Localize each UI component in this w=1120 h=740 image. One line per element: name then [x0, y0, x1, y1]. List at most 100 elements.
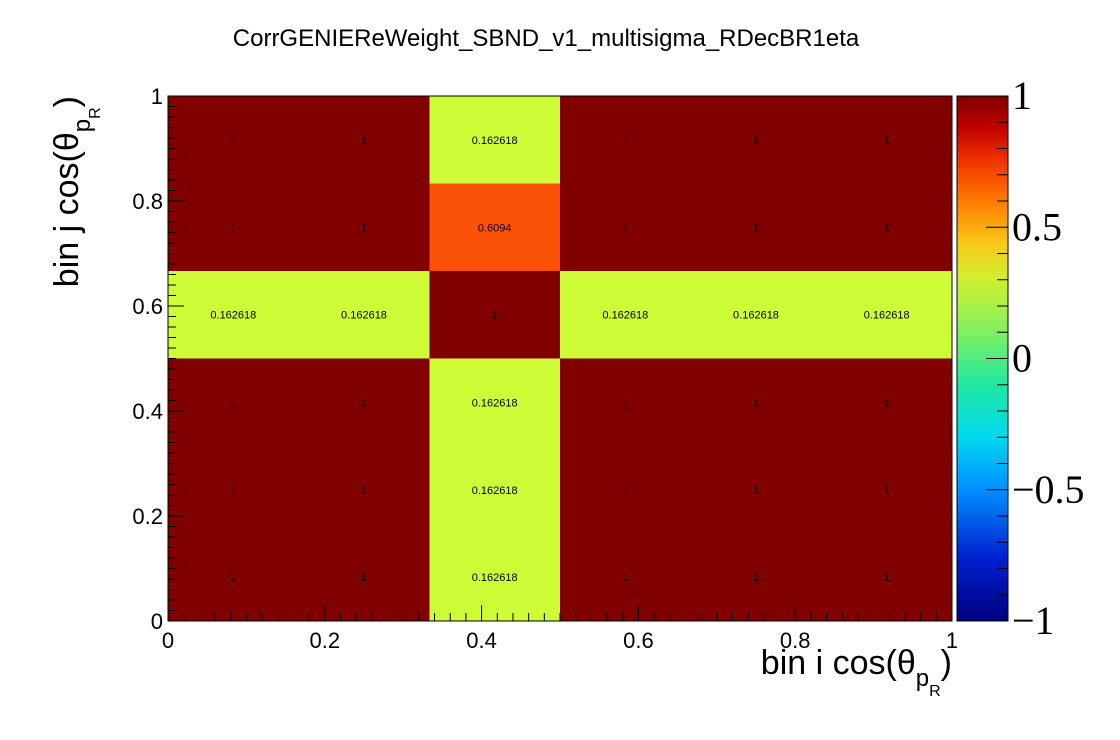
cell-value-label: 1 [884, 572, 890, 584]
y-tick-label: 0.6 [132, 294, 163, 319]
y-axis: 0 0.2 0.4 0.6 0.8 1 [132, 84, 184, 634]
heatmap-cell [690, 533, 822, 621]
cell-value-label: 1 [361, 222, 367, 234]
heatmap-cell [690, 358, 822, 447]
cell-value-label: 1 [884, 135, 890, 147]
heatmap-cell [168, 358, 299, 447]
y-axis-label-main: bin j cos(θ [48, 132, 86, 287]
cell-value-label: 0.162618 [472, 397, 518, 409]
cell-value-label: 1 [361, 135, 367, 147]
heatmap-cell [821, 183, 952, 271]
cell-value-label: 1 [492, 310, 498, 322]
cell-value-label: 0.162618 [210, 310, 256, 322]
x-tick-label: 0.8 [780, 628, 811, 653]
cell-value-label: 0.162618 [602, 310, 648, 322]
cell-value-label: 1 [753, 397, 759, 409]
cell-value-label: 1 [361, 572, 367, 584]
heatmap-cell [560, 446, 691, 534]
heatmap-cell [168, 446, 299, 534]
heatmap-cell [429, 183, 560, 271]
cell-value-label: 0.162618 [733, 310, 779, 322]
heatmap-cell [429, 533, 560, 621]
x-axis-label: bin i cos(θpR) [761, 644, 952, 700]
y-axis-label-sub: p [69, 119, 96, 132]
cell-value-label: 1 [230, 485, 236, 497]
heatmap-cell [560, 533, 691, 621]
heatmap-cell [560, 96, 691, 184]
cell-value-label: 1 [622, 135, 628, 147]
cell-value-label: 0.6094 [478, 222, 512, 234]
heatmap-cell [298, 358, 430, 447]
y-tick-label: 0.8 [132, 189, 163, 214]
cell-value-label: 1 [230, 222, 236, 234]
heatmap-cell [560, 183, 691, 271]
y-tick-label: 0 [151, 609, 163, 634]
heatmap-cell-labels: 1 1 0.162618 1 1 1 1 1 0.162618 1 1 1 1 1 0.162618 1 1 1 0… [210, 135, 909, 584]
cell-value-label: 1 [884, 222, 890, 234]
x-axis-label-main: bin i cos(θ [761, 644, 916, 682]
cell-value-label: 1 [753, 135, 759, 147]
x-tick-label: 0.4 [466, 628, 497, 653]
heatmap-cell [690, 270, 822, 359]
heatmap-cell [821, 96, 952, 184]
heatmap-cell [821, 446, 952, 534]
heatmap-cell [560, 358, 691, 447]
cell-value-label: 1 [753, 485, 759, 497]
colorbar-tick-label: 1 [1012, 73, 1032, 118]
cell-value-label: 1 [884, 485, 890, 497]
cell-value-label: 0.162618 [472, 135, 518, 147]
cell-value-label: 0.162618 [472, 572, 518, 584]
colorbar-tick-label: −0.5 [1012, 467, 1085, 512]
x-tick-label: 0 [162, 628, 174, 653]
x-tick-label: 1 [946, 628, 958, 653]
heatmap-cell [168, 183, 299, 271]
heatmap-cell [298, 270, 430, 359]
colorbar-tick-label: −1 [1012, 598, 1055, 643]
x-tick-label: 0.2 [310, 628, 341, 653]
heatmap-cell [168, 533, 299, 621]
cell-value-label: 1 [753, 222, 759, 234]
heatmap-cell [298, 96, 430, 184]
y-tick-label: 0.4 [132, 399, 163, 424]
heatmap-cells [168, 96, 952, 621]
colorbar-tick-label: 0 [1012, 336, 1032, 381]
y-tick-label: 1 [151, 84, 163, 109]
cell-value-label: 0.162618 [472, 485, 518, 497]
cell-value-label: 1 [622, 222, 628, 234]
heatmap-cell [298, 533, 430, 621]
heatmap-cell [690, 183, 822, 271]
chart-title: CorrGENIEReWeight_SBND_v1_multisigma_RDe… [233, 25, 860, 52]
x-tick-label: 0.6 [623, 628, 654, 653]
cell-value-label: 0.162618 [864, 310, 910, 322]
y-axis-label-close: ) [48, 96, 86, 107]
colorbar-tick-label: 0.5 [1012, 204, 1062, 249]
cell-value-label: 1 [622, 397, 628, 409]
heatmap-cell [298, 446, 430, 534]
cell-value-label: 1 [884, 397, 890, 409]
cell-value-label: 1 [361, 397, 367, 409]
heatmap-cell [429, 358, 560, 447]
heatmap-cell [298, 183, 430, 271]
heatmap-cell [429, 270, 560, 359]
heatmap-cell [821, 270, 952, 359]
heatmap-cell [690, 446, 822, 534]
x-axis-label-close: ) [941, 644, 952, 682]
x-axis: 0 0.2 0.4 0.6 0.8 1 [162, 605, 958, 653]
cell-value-label: 1 [622, 572, 628, 584]
x-axis-label-sub: p [916, 665, 929, 692]
heatmap-cell [690, 96, 822, 184]
cell-value-label: 0.162618 [341, 310, 387, 322]
heatmap-cell [168, 96, 299, 184]
heatmap-cell [560, 270, 691, 359]
x-axis-label-subsub: R [929, 683, 941, 700]
y-axis-label-subsub: R [87, 107, 104, 119]
cell-value-label: 1 [230, 572, 236, 584]
heatmap-cell [429, 96, 560, 184]
y-tick-label: 0.2 [132, 504, 163, 529]
cell-value-label: 1 [230, 135, 236, 147]
cell-value-label: 1 [622, 485, 628, 497]
heatmap-cell [821, 358, 952, 447]
heatmap-cell [821, 533, 952, 621]
y-axis-label: bin j cos(θpR) [48, 96, 104, 287]
